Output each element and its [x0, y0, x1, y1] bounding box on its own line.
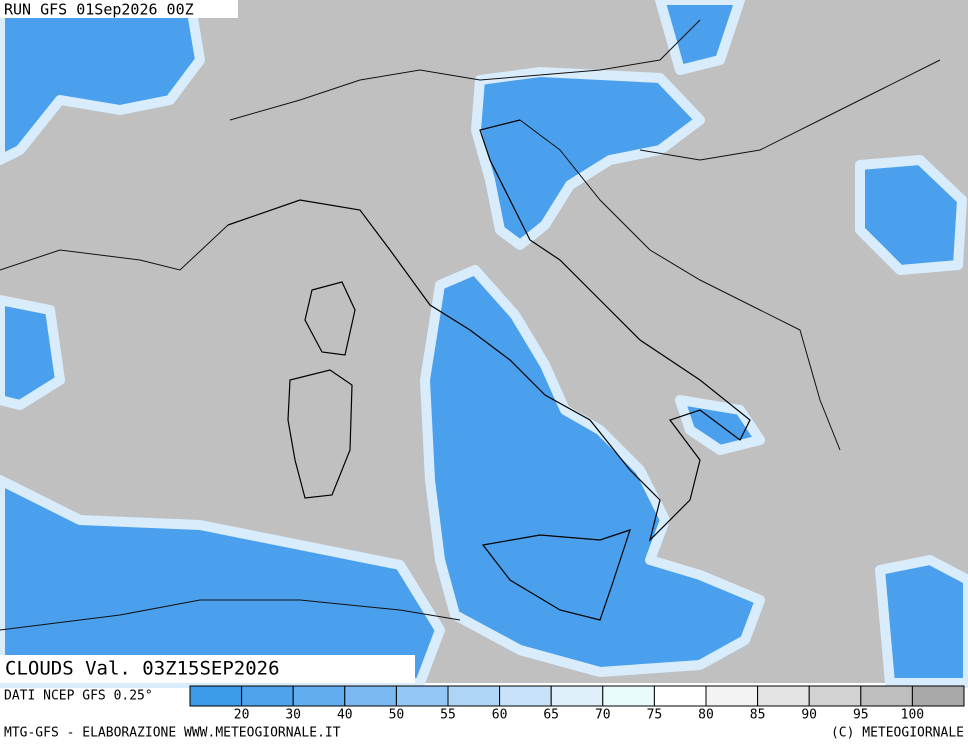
colorbar-box: [602, 685, 655, 707]
clear-area: [875, 555, 968, 688]
field-box: [0, 655, 415, 683]
colorbar: 20 30 40 50 55 60 65 70 75 80 85 90 95 100: [189, 685, 965, 723]
italy-coast: [227, 119, 751, 542]
africa-coast: [0, 599, 461, 631]
colorbar-label: 55: [440, 708, 456, 723]
coastlines: [0, 19, 941, 631]
colorbar-box: [395, 685, 449, 707]
alpine-border: [229, 19, 701, 121]
sicily: [481, 529, 631, 621]
colorbar-box: [653, 685, 707, 707]
colorbar-label: 60: [492, 708, 508, 723]
run-box: [0, 0, 238, 18]
colorbar-box: [447, 685, 501, 707]
credit-label: MTG-GFS - ELABORAZIONE WWW.METEOGIORNALE…: [4, 726, 341, 741]
clear-area: [420, 265, 765, 677]
sardinia: [287, 369, 353, 499]
colorbar-box: [292, 685, 346, 707]
run-label: RUN GFS 01Sep2026 00Z: [4, 1, 194, 19]
colorbar-label: 50: [389, 708, 405, 723]
colorbar-box: [189, 685, 243, 707]
clear-area: [471, 67, 705, 250]
colorbar-label: 70: [595, 708, 611, 723]
colorbar-box: [344, 685, 397, 707]
clear-sky-areas: [0, 0, 968, 688]
balkan-coast: [519, 119, 841, 451]
colorbar-label: 85: [750, 708, 766, 723]
colorbar-label: 75: [647, 708, 663, 723]
colorbar-label: 100: [901, 708, 924, 723]
colorbar-box: [860, 685, 913, 707]
colorbar-box: [550, 685, 604, 707]
colorbar-label: 20: [234, 708, 250, 723]
colorbar-box: [757, 685, 810, 707]
colorbar-box: [808, 685, 862, 707]
colorbar-box: [499, 685, 552, 707]
copyright-label: (C) METEOGIORNALE: [831, 726, 964, 741]
clear-area: [0, 0, 205, 165]
border: [639, 59, 941, 161]
colorbar-box: [911, 685, 965, 707]
corsica: [304, 281, 356, 356]
source-label: DATI NCEP GFS 0.25°: [4, 689, 153, 704]
colorbar-label: 30: [285, 708, 301, 723]
colorbar-label: 65: [543, 708, 559, 723]
colorbar-label: 80: [698, 708, 714, 723]
field-label: CLOUDS Val. 03Z15SEP2026: [5, 658, 280, 680]
colorbar-label: 90: [801, 708, 817, 723]
colorbar-label: 40: [337, 708, 353, 723]
colorbar-label: 95: [853, 708, 869, 723]
france-coast: [0, 224, 229, 271]
colorbar-box: [241, 685, 294, 707]
clear-area: [0, 295, 65, 410]
clear-area: [855, 155, 967, 275]
colorbar-box: [705, 685, 759, 707]
